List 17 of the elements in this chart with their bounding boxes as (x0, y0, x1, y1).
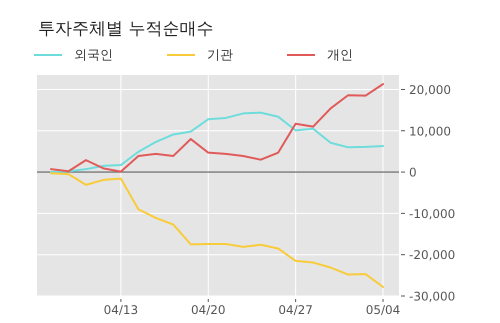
y-tick-label: 20,000 (409, 82, 451, 97)
line-series (50, 112, 384, 174)
y-tick-label: -20,000 (409, 248, 456, 262)
x-tick-label: 04/20 (190, 303, 226, 317)
x-tick-label: 04/13 (104, 303, 138, 317)
legend-label: 외국인 (74, 48, 113, 63)
y-tick-label: 0 (409, 166, 417, 180)
legend-label: 기관 (207, 48, 233, 63)
line-series (50, 83, 384, 173)
x-tick-label: 04/27 (278, 303, 313, 317)
y-tick-label: 10,000 (409, 124, 451, 138)
x-tick-label: 05/04 (366, 303, 400, 317)
chart-title: 투자주체별 누적순매수 (38, 19, 214, 39)
y-tick-label: -10,000 (409, 206, 456, 221)
line-series (50, 172, 384, 288)
y-tick-label: -30,000 (409, 290, 456, 304)
legend-label: 개인 (327, 48, 353, 63)
